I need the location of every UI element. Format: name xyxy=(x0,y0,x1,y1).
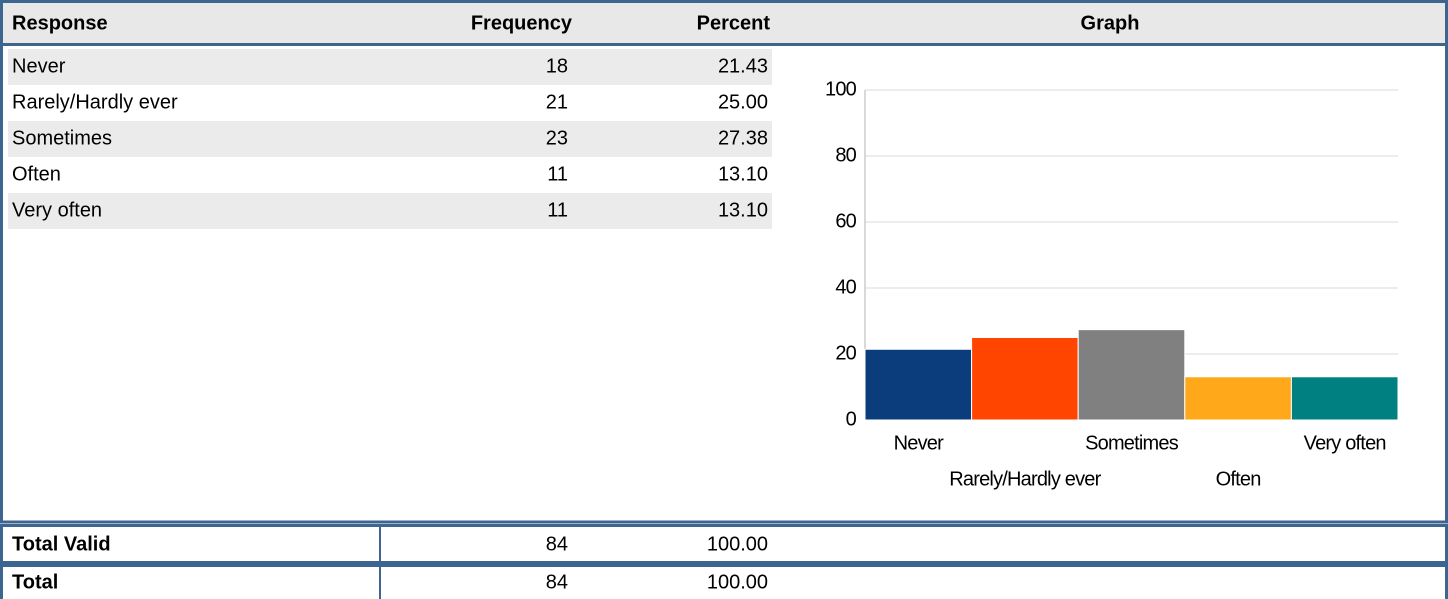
bar xyxy=(1290,376,1399,421)
total-percent: 100.00 xyxy=(707,533,768,555)
y-tick-label: 40 xyxy=(835,276,856,298)
frequency-cell: 11 xyxy=(547,199,568,221)
response-cell: Rarely/Hardly ever xyxy=(12,91,178,113)
x-tick-label: Often xyxy=(1216,468,1261,490)
response-cell: Very often xyxy=(12,199,102,221)
frequency-cell: 23 xyxy=(546,127,568,149)
total-frequency: 84 xyxy=(546,533,568,555)
header-row xyxy=(0,0,1448,46)
column-header: Frequency xyxy=(471,12,573,34)
row-background xyxy=(8,193,772,229)
response-cell: Sometimes xyxy=(12,127,112,149)
response-cell: Often xyxy=(12,163,61,185)
y-tick-label: 20 xyxy=(835,342,856,364)
x-tick-label: Never xyxy=(894,432,944,454)
frequency-cell: 18 xyxy=(546,55,568,77)
row-background xyxy=(8,49,772,85)
bar xyxy=(1184,376,1292,421)
column-header: Graph xyxy=(1081,12,1140,34)
percent-cell: 27.38 xyxy=(718,127,768,149)
y-tick-label: 0 xyxy=(846,408,857,430)
column-header: Response xyxy=(12,12,108,34)
x-tick-label: Sometimes xyxy=(1085,432,1179,454)
bar xyxy=(971,337,1079,421)
percent-cell: 13.10 xyxy=(718,163,768,185)
x-tick-label: Very often xyxy=(1304,432,1386,454)
percent-cell: 25.00 xyxy=(718,91,768,113)
total-label: Total xyxy=(12,571,58,593)
percent-cell: 13.10 xyxy=(718,199,768,221)
frequency-cell: 11 xyxy=(547,163,568,185)
percent-cell: 21.43 xyxy=(718,55,768,77)
y-tick-label: 80 xyxy=(835,144,856,166)
y-tick-label: 60 xyxy=(835,210,856,232)
row-background xyxy=(8,121,772,157)
total-percent: 100.00 xyxy=(707,571,768,593)
total-label: Total Valid xyxy=(12,533,111,555)
x-tick-label: Rarely/Hardly ever xyxy=(949,468,1101,490)
bar xyxy=(864,348,973,421)
y-tick-label: 100 xyxy=(825,78,857,100)
response-cell: Never xyxy=(12,55,66,77)
total-box xyxy=(0,564,1448,599)
total-frequency: 84 xyxy=(546,571,568,593)
frequency-cell: 21 xyxy=(546,91,568,113)
column-header: Percent xyxy=(697,12,771,34)
bar xyxy=(1077,329,1186,421)
total-valid-box xyxy=(0,524,1448,564)
